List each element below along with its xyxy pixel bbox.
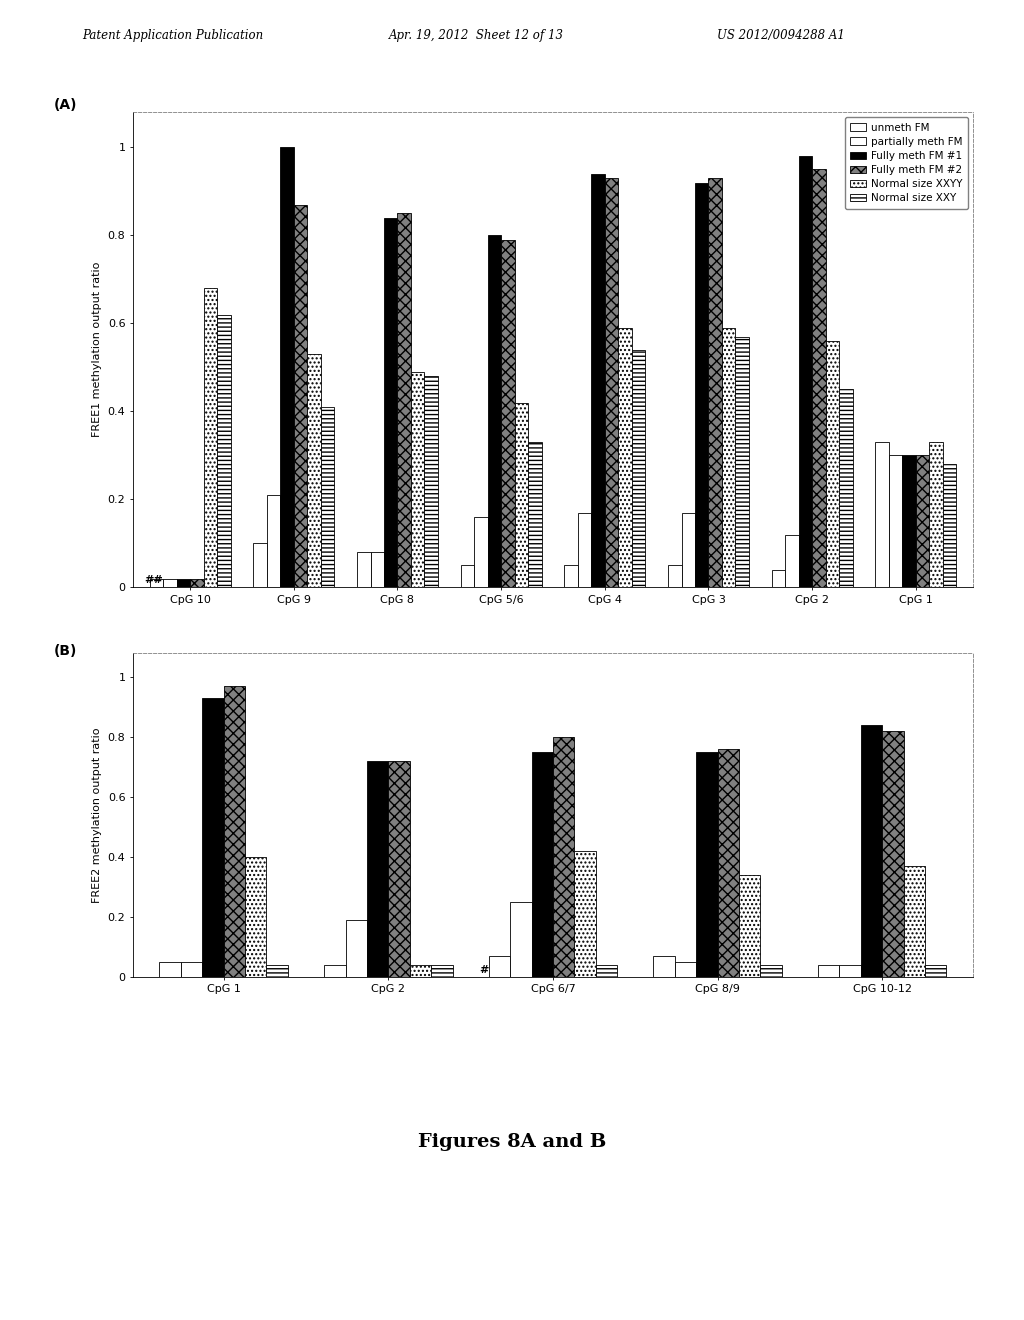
Bar	[861, 725, 883, 977]
Bar	[839, 389, 853, 587]
Bar	[245, 857, 266, 977]
Bar	[384, 218, 397, 587]
Bar	[632, 350, 645, 587]
Bar	[325, 965, 345, 977]
Text: Patent Application Publication: Patent Application Publication	[82, 29, 263, 42]
Text: (B): (B)	[53, 644, 77, 657]
Bar	[281, 148, 294, 587]
Bar	[510, 902, 531, 977]
Bar	[675, 962, 696, 977]
Bar	[431, 965, 453, 977]
Bar	[761, 965, 781, 977]
Bar	[203, 698, 223, 977]
Bar	[596, 965, 617, 977]
Bar	[564, 565, 578, 587]
Text: ##: ##	[144, 576, 163, 585]
Bar	[357, 552, 371, 587]
Bar	[181, 962, 203, 977]
Bar	[266, 965, 288, 977]
Bar	[190, 578, 204, 587]
Text: US 2012/0094288 A1: US 2012/0094288 A1	[717, 29, 845, 42]
Bar	[668, 565, 682, 587]
Bar	[397, 214, 411, 587]
Bar	[902, 455, 915, 587]
Bar	[739, 875, 761, 977]
Text: Apr. 19, 2012  Sheet 12 of 13: Apr. 19, 2012 Sheet 12 of 13	[389, 29, 564, 42]
Bar	[531, 752, 553, 977]
Bar	[307, 354, 321, 587]
Bar	[722, 327, 735, 587]
Bar	[578, 512, 591, 587]
Bar	[267, 495, 281, 587]
Bar	[321, 407, 334, 587]
Bar	[925, 965, 946, 977]
Bar	[696, 752, 718, 977]
Bar	[424, 376, 438, 587]
Bar	[253, 544, 267, 587]
Bar	[574, 851, 596, 977]
Bar	[825, 341, 839, 587]
Legend: unmeth FM, partially meth FM, Fully meth FM #1, Fully meth FM #2, Normal size XX: unmeth FM, partially meth FM, Fully meth…	[845, 117, 968, 209]
Bar	[818, 965, 840, 977]
Bar	[501, 240, 515, 587]
Bar	[799, 156, 812, 587]
Bar	[515, 403, 528, 587]
Bar	[915, 455, 929, 587]
Bar	[929, 442, 943, 587]
Text: #: #	[479, 965, 489, 975]
Bar	[591, 174, 605, 587]
Bar	[883, 731, 903, 977]
Bar	[889, 455, 902, 587]
Bar	[488, 956, 510, 977]
Bar	[605, 178, 618, 587]
Bar	[876, 442, 889, 587]
Bar	[840, 965, 861, 977]
Bar	[695, 182, 709, 587]
Bar	[943, 465, 956, 587]
Bar	[160, 962, 181, 977]
Bar	[367, 762, 388, 977]
Bar	[177, 578, 190, 587]
Bar	[410, 965, 431, 977]
Bar	[709, 178, 722, 587]
Bar	[163, 578, 177, 587]
Bar	[345, 920, 367, 977]
Bar	[653, 956, 675, 977]
Bar	[718, 750, 739, 977]
Bar	[294, 205, 307, 587]
Y-axis label: FREE1 methylation output ratio: FREE1 methylation output ratio	[92, 263, 102, 437]
Bar	[772, 570, 785, 587]
Bar	[528, 442, 542, 587]
Text: Figures 8A and B: Figures 8A and B	[418, 1133, 606, 1151]
Bar	[487, 235, 501, 587]
Bar	[474, 517, 487, 587]
Bar	[618, 327, 632, 587]
Bar	[217, 314, 230, 587]
Bar	[785, 535, 799, 587]
Bar	[204, 288, 217, 587]
Bar	[371, 552, 384, 587]
Bar	[223, 686, 245, 977]
Bar	[411, 372, 424, 587]
Bar	[903, 866, 925, 977]
Bar	[735, 337, 749, 587]
Bar	[388, 762, 410, 977]
Y-axis label: FREE2 methylation output ratio: FREE2 methylation output ratio	[92, 727, 102, 903]
Text: (A): (A)	[53, 98, 77, 112]
Bar	[461, 565, 474, 587]
Bar	[682, 512, 695, 587]
Bar	[150, 578, 163, 587]
Bar	[553, 738, 574, 977]
Bar	[812, 169, 825, 587]
